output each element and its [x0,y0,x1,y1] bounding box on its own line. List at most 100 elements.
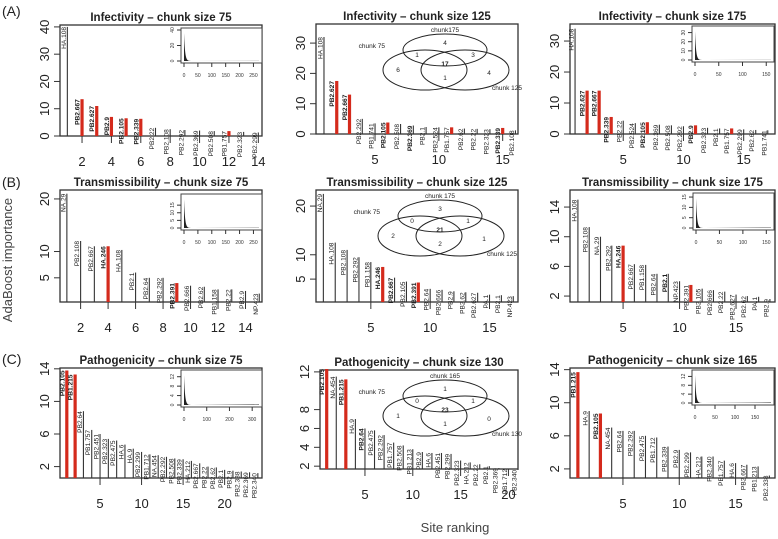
bar-label: HA.108 [571,199,578,221]
bar-label: PB2.667 [193,463,200,489]
panel-b3: Transmissibility – chunk size 175 5 10 15 2 6… [547,177,776,335]
plot-frame [569,367,776,479]
x-tick-label: 10 [432,152,446,167]
bar-label: PB1.712 [650,437,657,463]
bar-label: PB1.215 [338,379,345,405]
bar-label: PB2.1 [662,273,669,292]
bar-label: PB2.1 [218,470,225,488]
inset-y-tick-label: 15 [170,202,176,208]
venn-count-top: 1 [443,386,447,393]
inset-x-tick-label: 250 [249,240,258,246]
inset-y-tick-label: 30 [681,30,687,36]
venn-count-top: 3 [438,206,442,213]
venn-label-left: chunk 75 [359,43,386,50]
plot-frame [569,189,776,303]
x-tick-label: 14 [238,320,252,335]
x-tick-label: 15 [176,496,190,511]
venn-diagram: chunk175 chunk 75 chunk 125 4 1 3 17 6 4 1 [359,27,523,92]
bar-label: PB2.292 [178,130,185,156]
bar-label: PA.1 [752,296,759,310]
bar-label: HA.212 [695,456,702,478]
bar-label: PB2.105 [696,288,703,314]
bar-label: PB2.391 [683,285,690,311]
bar-label: PB2.64 [358,428,365,450]
bar-label: PB2.369 [243,472,250,498]
venn-count-right-top: 1 [471,398,475,405]
x-tick-label: 14 [251,154,265,169]
panel-b1: Transmissibility – chunk size 75 2 4 6 8 10 12… [37,177,263,335]
bar-label: PB2.323 [102,439,109,465]
panel-title: Pathogenicity – chunk size 75 [80,355,244,367]
inset-x-tick-label: 200 [225,417,234,423]
inset-frame [692,192,775,231]
y-tick-label: 30 [547,34,562,48]
inset-frame [180,193,263,231]
x-tick-label: 5 [619,496,626,511]
bar-label: PB2.105 [319,369,326,395]
panel-a1: Infectivity – chunk size 75 2 4 6 8 10 12 14 0 10… [37,12,266,169]
bar-label: PB2.22 [718,291,725,313]
y-tick-label: 14 [37,362,52,376]
y-tick-label: 6 [297,425,312,432]
venn-count-left-top: 0 [410,218,414,225]
venn-count-right-top: 3 [471,52,475,59]
bar-label: PB1.757 [387,442,394,468]
bar-label: PB2.391 [411,282,418,308]
y-tick-label: 10 [293,248,308,262]
inset-y-tick-label: 0 [681,401,687,404]
bar-label: PB2.508 [208,131,215,157]
bar-label: PB2.508 [665,125,672,151]
bar-label: NP.423 [253,293,260,314]
bar-label: PB2.369 [407,125,414,151]
x-tick-label: 10 [676,152,690,167]
bar-label: PB2.338 [763,475,770,501]
venn-count-left: 6 [396,67,400,74]
bar-label: PB2.292 [605,245,612,271]
bar-label: PB2.340 [707,456,714,482]
venn-label-top: chunk 165 [430,373,460,380]
panel-letter-a: (A) [2,3,21,19]
inset-x-tick-label: 200 [235,240,244,246]
bar-label: PB2.323 [454,460,461,486]
bar-label: PB2.1 [420,127,427,145]
venn-circle-top [402,379,488,413]
bar-label: HA.108 [317,37,324,59]
inset-y-tick-label: 10 [681,48,687,54]
inset-x-tick-label: 150 [762,240,771,246]
inset-x-tick-label: 100 [208,73,217,79]
bar-label: PB1.757 [724,128,731,154]
bar-label: PB2.1 [129,272,136,290]
venn-circle-top [402,33,488,67]
venn-label-right: chunk 130 [492,431,522,438]
bar-label: HA.108 [329,242,336,264]
inset-x-tick-label: 50 [195,240,201,246]
bar-label: PB2.64 [77,411,84,433]
bar-label: PB2.292 [160,456,167,482]
bar-label: PB2.64 [616,431,623,453]
bar-label: NA.454 [605,427,612,449]
bar-label: PB2.299 [684,452,691,478]
bar-label: PB2.323 [237,132,244,158]
bar-label: PB2.9 [688,125,695,144]
bar-label: PB2.369 [193,130,200,156]
bar-label: PB2.22 [471,129,478,151]
bar-label: PB2.105 [593,413,600,439]
inset-x-tick-label: 100 [739,240,748,246]
bar-label: PB1.215 [68,374,75,400]
y-tick-label: 0 [293,130,308,137]
inset-y-tick-label: 20 [681,39,687,45]
bar-label: PB2.62 [459,292,466,314]
inset-y-tick-label: 4 [681,393,687,396]
bar-label: PB2.667 [628,264,635,290]
inset-x-tick-label: 50 [716,72,722,78]
panel-title: Pathogenicity – chunk size 165 [588,355,758,367]
x-tick-label: 15 [495,152,509,167]
bar-label: PB2.667 [342,94,349,120]
bar-label: PB2.1 [483,466,490,484]
bar-label: PB2.667 [388,277,395,303]
bar-label: PB2.22 [225,289,232,311]
x-tick-label: 12 [222,154,236,169]
panel-a2: Infectivity – chunk size 125 5 10 15 0 10 20 30… [293,11,522,167]
y-tick-label: 10 [37,394,52,408]
venn-circle-left [382,395,468,437]
